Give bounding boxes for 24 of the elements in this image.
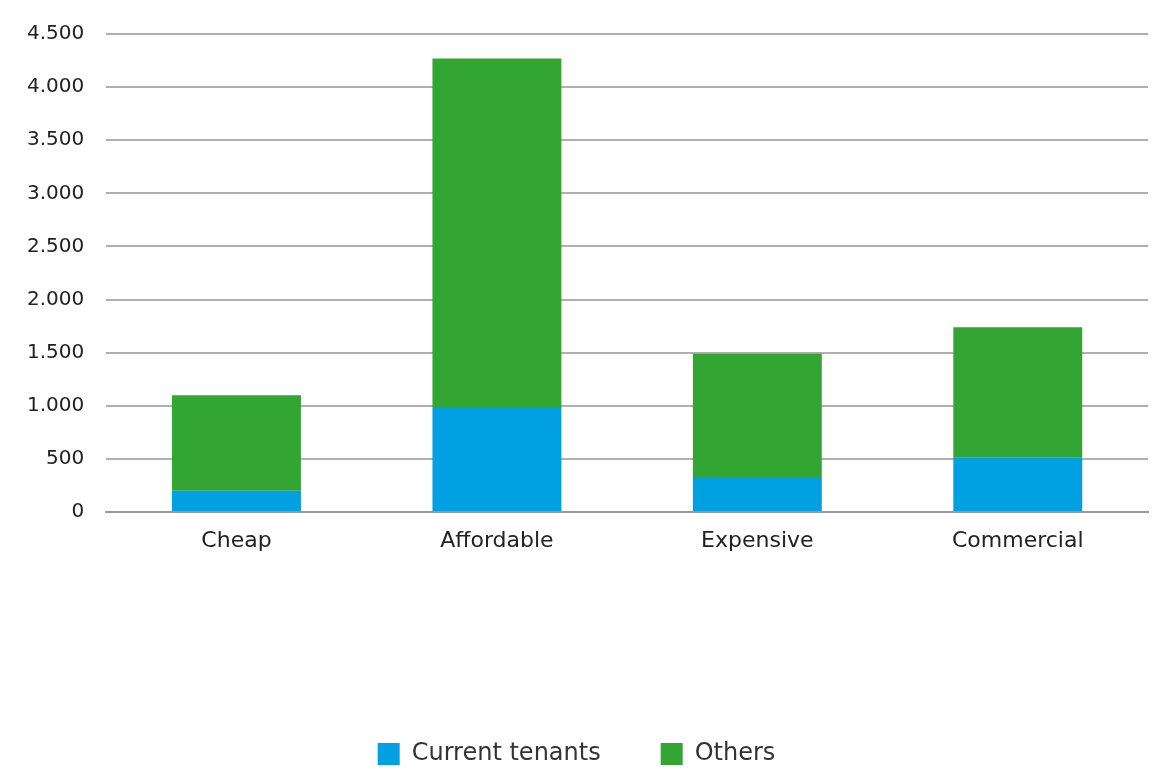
y-tick-label: 4.000 [26, 73, 85, 98]
y-tick-label: 3.000 [26, 179, 85, 204]
bar [692, 478, 822, 511]
y-tick-label: 0 [71, 498, 85, 523]
y-tick-label: 3.500 [26, 126, 85, 151]
bar [172, 490, 301, 511]
x-tick-label: Commercial [951, 526, 1084, 552]
bar [432, 407, 562, 511]
y-tick-label: 500 [46, 445, 85, 470]
bar [953, 327, 1083, 458]
y-tick-label: 2.500 [26, 232, 85, 257]
bar [172, 395, 301, 491]
bar [953, 457, 1083, 511]
legend-label: Others [694, 738, 776, 767]
y-tick-label: 4.500 [26, 20, 85, 45]
x-tick-label: Cheap [201, 526, 272, 552]
bar [432, 58, 562, 408]
x-tick-label: Affordable [440, 526, 554, 552]
y-tick-label: 2.000 [26, 285, 85, 310]
bar [692, 353, 822, 479]
y-tick-label: 1.500 [26, 338, 85, 363]
x-tick-label: Expensive [701, 526, 814, 552]
y-tick-label: 1.000 [26, 391, 85, 416]
legend-label: Current tenants [411, 738, 601, 767]
